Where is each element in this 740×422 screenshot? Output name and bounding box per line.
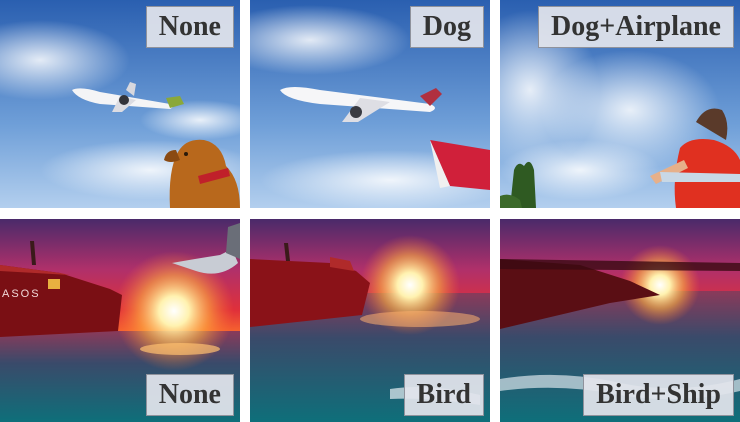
tile-label: Bird [403, 374, 484, 416]
ship-shape [250, 243, 370, 327]
bird-shape [172, 223, 240, 274]
tile-row1-col3: Dog+Airplane [500, 0, 740, 208]
tile-row2-col3: Bird+Ship [500, 219, 740, 422]
tile-label: Dog [409, 6, 484, 48]
dog-shape [164, 139, 240, 208]
tile-row2-col1: ASOS None [0, 219, 240, 422]
tile-label: Bird+Ship [583, 374, 734, 416]
tile-row1-col1: None [0, 0, 240, 208]
tile-row1-col2: Dog [250, 0, 490, 208]
airplane-shape [72, 82, 184, 112]
tile-row2-col2: Bird [250, 219, 490, 422]
airplane-shape [280, 87, 442, 122]
tree-shape [500, 161, 536, 208]
svg-text:ASOS: ASOS [2, 288, 41, 300]
coastline-shape [500, 259, 740, 329]
tail-fin-shape [430, 140, 490, 190]
tile-label: None [145, 6, 234, 48]
person-shape [650, 108, 740, 208]
ship-shape: ASOS [0, 241, 122, 337]
tile-label: Dog+Airplane [538, 6, 734, 48]
tile-label: None [145, 374, 234, 416]
